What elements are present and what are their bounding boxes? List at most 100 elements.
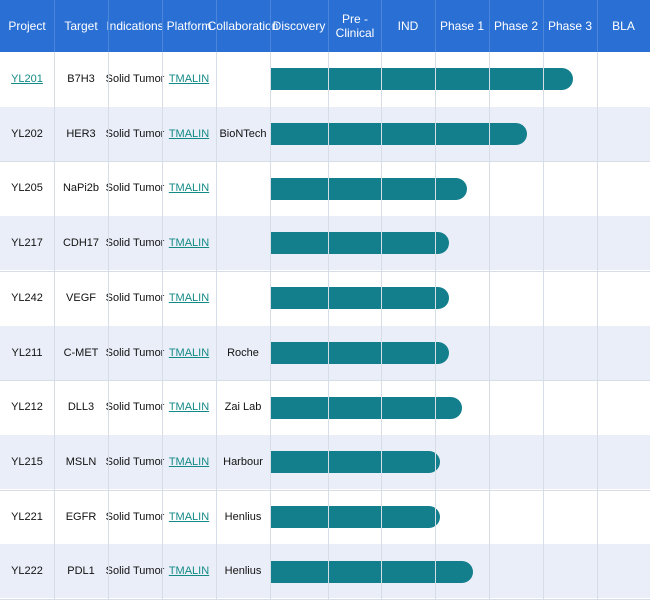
progress-bar xyxy=(271,177,468,200)
header-divider xyxy=(108,0,109,52)
header-divider xyxy=(270,0,271,52)
column-divider xyxy=(54,52,55,599)
project-cell: YL212 xyxy=(11,401,43,414)
indication-cell: Solid Tumor xyxy=(105,291,165,304)
row-divider xyxy=(0,380,650,382)
platform-link[interactable]: TMALIN xyxy=(168,510,210,523)
collaboration-cell: Roche xyxy=(227,346,259,359)
target-cell: B7H3 xyxy=(67,73,95,85)
platform-link[interactable]: TMALIN xyxy=(168,73,210,85)
column-divider xyxy=(597,52,598,599)
column-divider xyxy=(108,52,109,599)
progress-bar xyxy=(271,396,462,419)
progress-bar xyxy=(271,68,573,91)
header-divider xyxy=(543,0,544,52)
progress-bar xyxy=(271,560,473,583)
indication-cell: Solid Tumor xyxy=(105,510,165,523)
platform-link[interactable]: TMALIN xyxy=(168,237,210,250)
column-divider xyxy=(216,52,217,599)
row-divider xyxy=(0,489,650,491)
header-divider xyxy=(162,0,163,52)
target-cell: PDL1 xyxy=(67,565,95,578)
collaboration-cell: BioNTech xyxy=(219,127,267,140)
target-cell: CDH17 xyxy=(62,237,100,250)
column-divider xyxy=(270,52,271,599)
collaboration-cell xyxy=(216,52,270,106)
column-divider xyxy=(489,52,490,599)
collaboration-cell: Henlius xyxy=(224,510,262,523)
indication-cell: Solid Tumor xyxy=(105,127,165,140)
project-cell: YL215 xyxy=(11,455,43,468)
project-cell: YL222 xyxy=(11,565,43,578)
progress-bar xyxy=(271,287,449,310)
progress-bar xyxy=(271,341,449,364)
platform-link[interactable]: TMALIN xyxy=(168,401,210,414)
column-divider xyxy=(162,52,163,599)
header-discovery: Discovery xyxy=(272,19,326,33)
header-platform: Platform xyxy=(166,19,212,33)
column-divider xyxy=(435,52,436,599)
header-project: Project xyxy=(8,19,46,33)
table-row: YL212 DLL3 Solid Tumor TMALIN Zai Lab xyxy=(0,380,650,434)
platform-link[interactable]: TMALIN xyxy=(168,182,210,195)
target-cell: EGFR xyxy=(65,510,97,523)
collaboration-cell xyxy=(216,271,270,325)
project-cell: YL217 xyxy=(11,237,43,250)
platform-link[interactable]: TMALIN xyxy=(168,455,210,468)
header-divider xyxy=(328,0,329,52)
indication-cell: Solid Tumor xyxy=(105,237,165,250)
platform-link[interactable]: TMALIN xyxy=(168,291,210,304)
collaboration-cell xyxy=(216,161,270,215)
project-cell: YL211 xyxy=(11,346,43,359)
target-cell: NaPi2b xyxy=(62,182,100,195)
table-header: Project Target Indications Platform Coll… xyxy=(0,0,650,52)
header-divider xyxy=(597,0,598,52)
project-cell: YL202 xyxy=(11,127,43,140)
project-cell[interactable]: YL201 xyxy=(11,73,43,85)
header-collaboration: Collaboration xyxy=(207,19,279,33)
row-divider xyxy=(0,270,650,272)
header-ind: IND xyxy=(397,19,419,33)
platform-link[interactable]: TMALIN xyxy=(168,127,210,140)
table-row: YL205 NaPi2b Solid Tumor TMALIN xyxy=(0,161,650,215)
target-cell: VEGF xyxy=(66,291,96,304)
indication-cell: Solid Tumor xyxy=(105,182,165,195)
header-phase2: Phase 2 xyxy=(493,19,539,33)
column-divider xyxy=(543,52,544,599)
header-bla: BLA xyxy=(612,19,635,33)
platform-link[interactable]: TMALIN xyxy=(168,346,210,359)
header-divider xyxy=(381,0,382,52)
project-cell: YL221 xyxy=(11,510,43,523)
collaboration-cell: Harbour xyxy=(223,455,263,468)
target-cell: C-MET xyxy=(63,346,99,359)
table-row: YL221 EGFR Solid Tumor TMALIN Henlius xyxy=(0,490,650,544)
target-cell: DLL3 xyxy=(67,401,95,414)
indication-cell: Solid Tumor xyxy=(105,401,165,414)
table-row: YL211 C-MET Solid Tumor TMALIN Roche xyxy=(0,325,650,380)
progress-bar xyxy=(271,232,449,255)
column-divider xyxy=(381,52,382,599)
project-cell: YL205 xyxy=(11,182,43,195)
header-phase3: Phase 3 xyxy=(547,19,593,33)
indication-cell: Solid Tumor xyxy=(105,73,165,85)
collaboration-cell: Henlius xyxy=(224,565,262,578)
table-row: YL201 B7H3 Solid Tumor TMALIN xyxy=(0,52,650,106)
indication-cell: Solid Tumor xyxy=(105,455,165,468)
header-divider xyxy=(489,0,490,52)
progress-bar xyxy=(271,505,441,528)
header-phase1: Phase 1 xyxy=(439,19,485,33)
collaboration-cell: Zai Lab xyxy=(224,401,262,414)
table-row: YL217 CDH17 Solid Tumor TMALIN xyxy=(0,216,650,271)
project-cell: YL242 xyxy=(11,291,43,304)
target-cell: MSLN xyxy=(65,455,97,468)
table-row: YL215 MSLN Solid Tumor TMALIN Harbour xyxy=(0,434,650,489)
header-target: Target xyxy=(64,19,98,33)
table-row: YL222 PDL1 Solid Tumor TMALIN Henlius xyxy=(0,544,650,599)
header-preclinical: Pre - Clinical xyxy=(335,12,375,40)
header-indications: Indications xyxy=(106,19,164,33)
platform-link[interactable]: TMALIN xyxy=(168,565,210,578)
header-divider xyxy=(54,0,55,52)
table-row: YL242 VEGF Solid Tumor TMALIN xyxy=(0,271,650,325)
progress-bar xyxy=(271,451,441,474)
